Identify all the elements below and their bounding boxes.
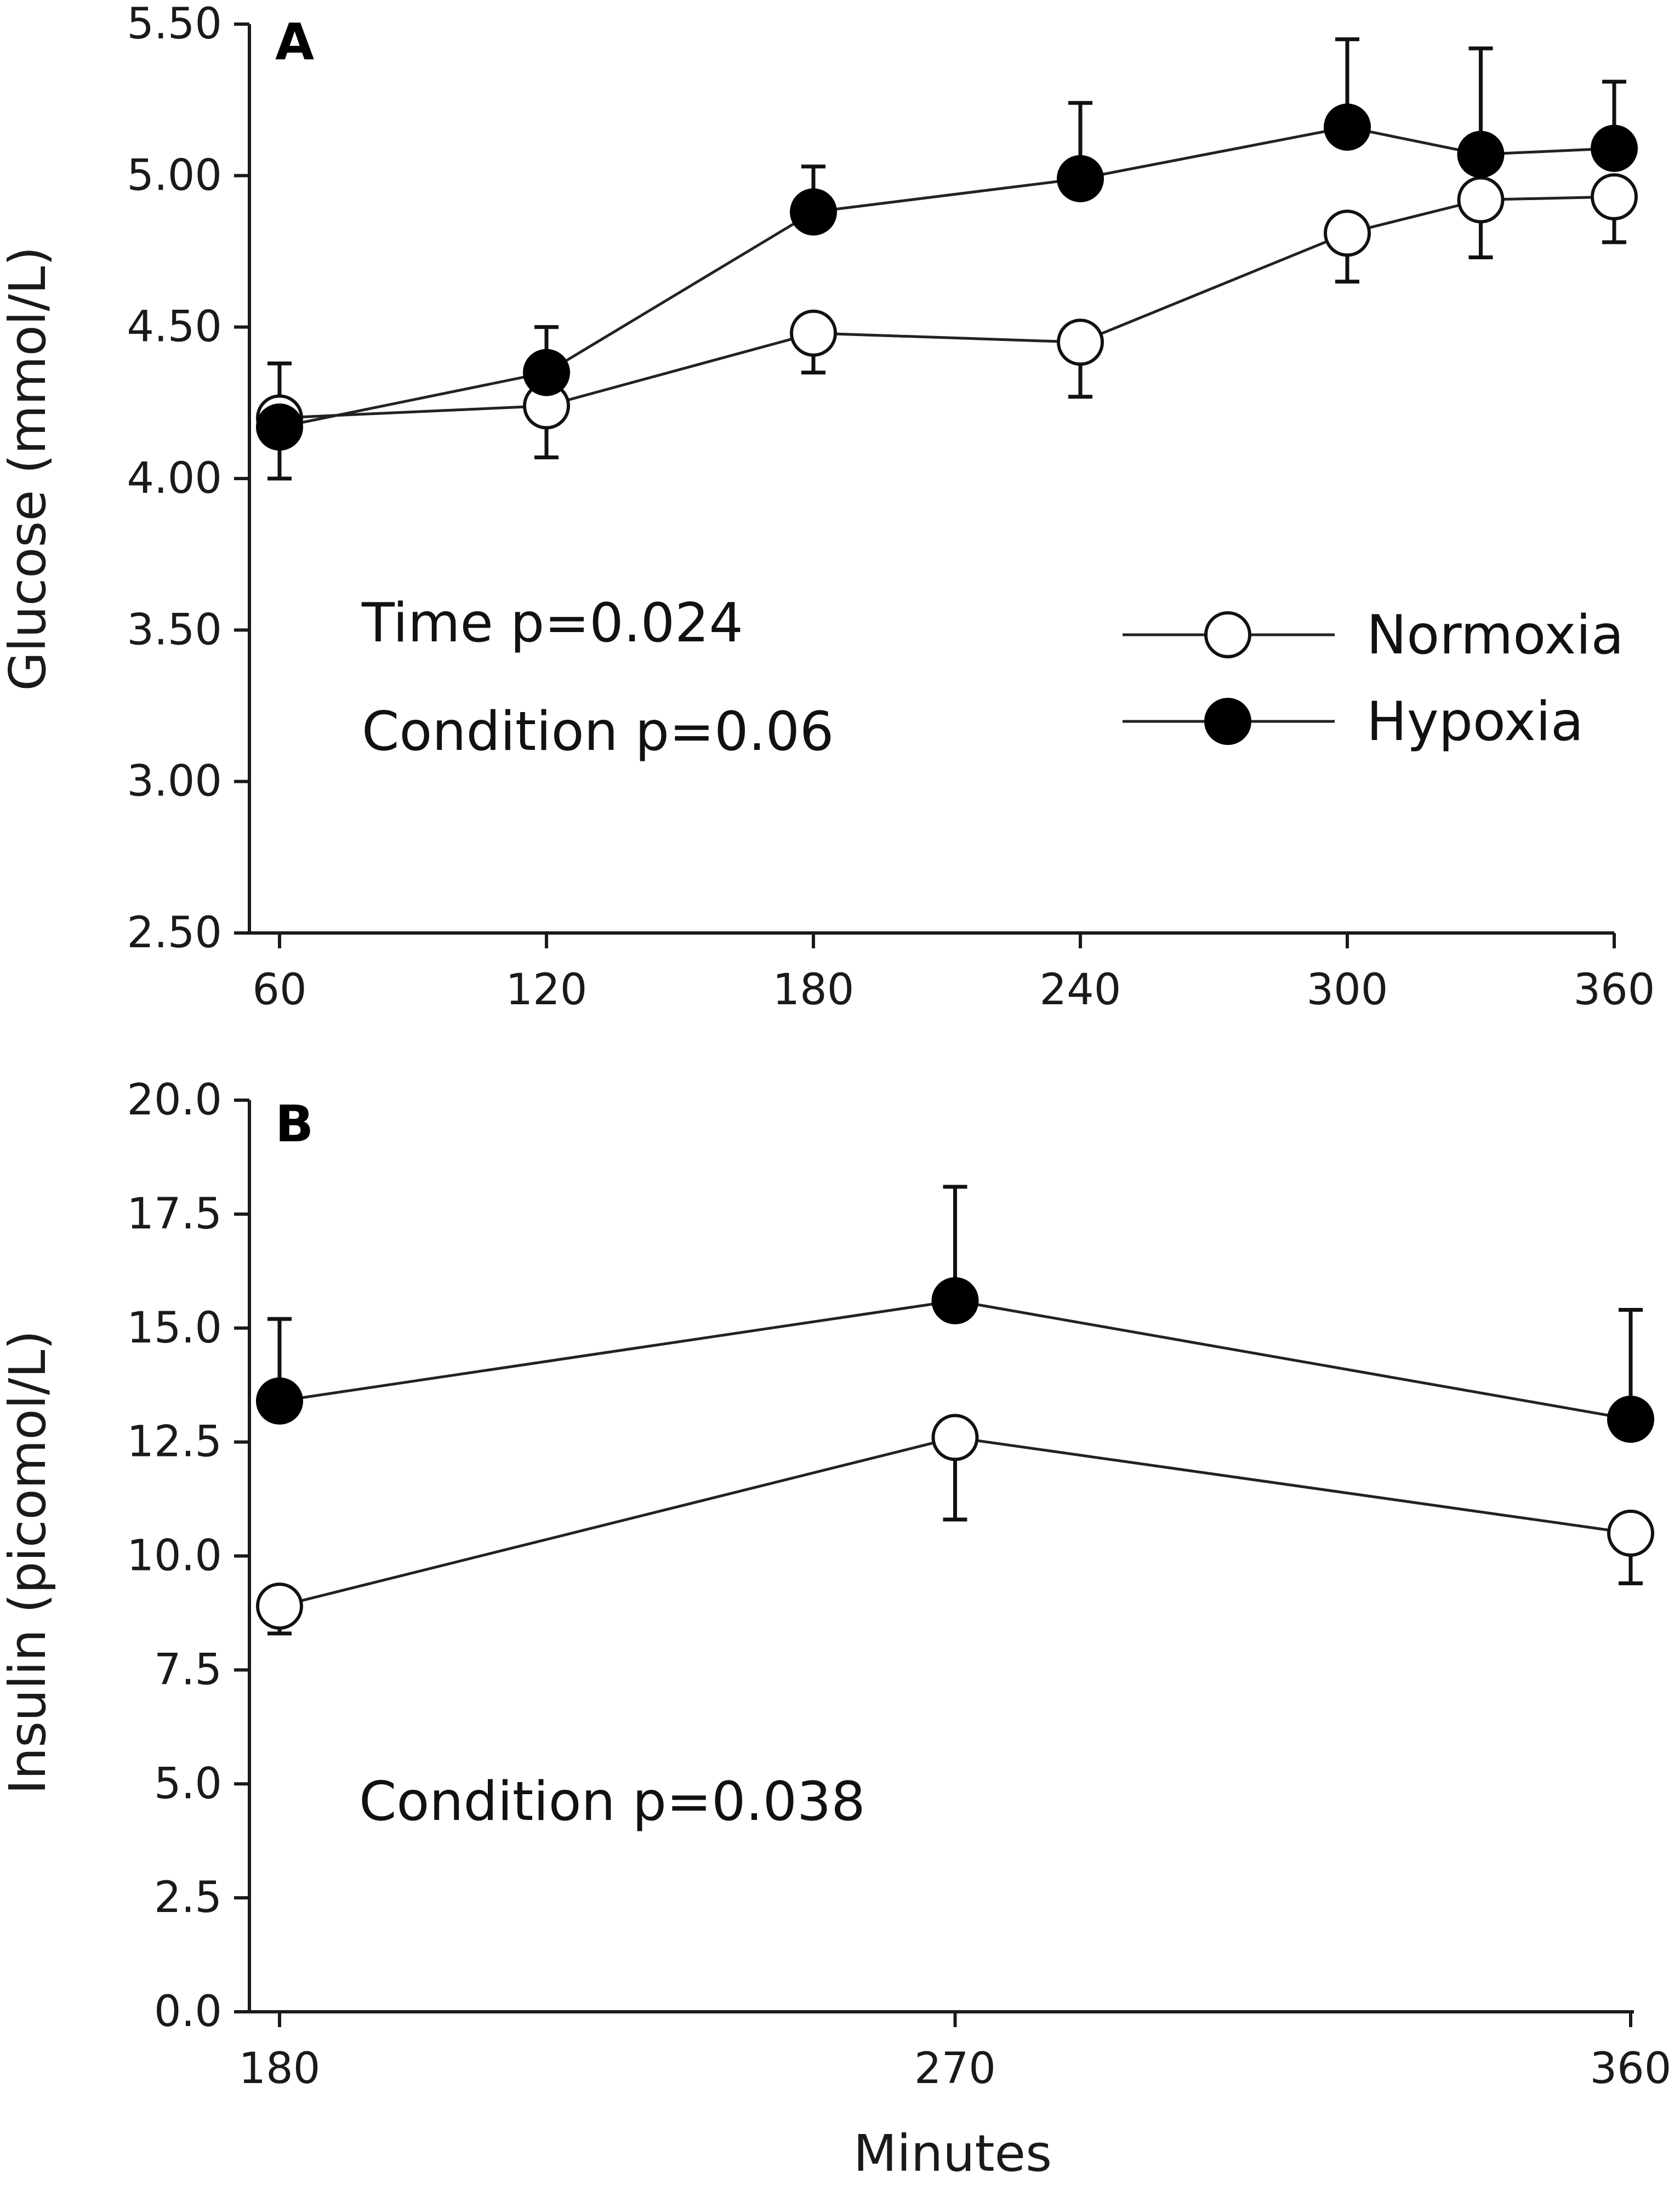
- y-tick-label: 15.0: [127, 1304, 222, 1353]
- x-tick-label: 360: [1590, 2044, 1672, 2093]
- panel-a-points: [256, 103, 1638, 451]
- panel-a-annotation-condition: Condition p=0.06: [362, 701, 834, 763]
- data-point-normoxia: [1607, 1509, 1654, 1557]
- y-tick-label: 4.50: [127, 303, 222, 352]
- x-tick-label: 60: [252, 965, 306, 1015]
- x-tick-label: 180: [239, 2044, 321, 2093]
- y-tick-label: 3.50: [127, 605, 222, 655]
- legend-hypoxia-marker: [1204, 698, 1251, 745]
- data-point-hypoxia: [1457, 130, 1505, 178]
- legend-hypoxia-label: Hypoxia: [1366, 691, 1584, 753]
- y-tick-label: 10.0: [127, 1532, 222, 1581]
- data-point-hypoxia: [523, 349, 570, 396]
- y-tick-label: 5.0: [154, 1759, 222, 1808]
- panel-b-letter: B: [275, 1095, 314, 1153]
- y-tick-label: 3.00: [127, 757, 222, 806]
- panel-b-points: [256, 1277, 1654, 1630]
- data-point-normoxia: [931, 1414, 979, 1461]
- legend: Normoxia Hypoxia: [1123, 604, 1624, 753]
- panel-b-x-axis-label: Minutes: [853, 2124, 1052, 2183]
- panel-a-letter: A: [275, 13, 314, 71]
- y-tick-label: 2.50: [127, 908, 222, 958]
- data-point-hypoxia: [1591, 124, 1638, 172]
- y-tick-label: 5.00: [127, 151, 222, 200]
- panel-b-ticks: 0.0 2.5 5.0 7.5 10.0 12.5 15.0 17.5 20.0 180 270 36…: [127, 1076, 1671, 2093]
- legend-item-hypoxia: Hypoxia: [1123, 691, 1584, 753]
- data-point-hypoxia: [1324, 103, 1371, 151]
- x-tick-label: 240: [1040, 965, 1121, 1015]
- data-point-normoxia: [1591, 173, 1638, 221]
- x-tick-label: 180: [773, 965, 855, 1015]
- panel-a: A Glucose (mmol/L) 2.50 3.00 3.50 4.00 4.50 5…: [0, 0, 1655, 1015]
- x-tick-label: 120: [506, 965, 588, 1015]
- y-tick-label: 12.5: [127, 1418, 222, 1467]
- panel-a-series-lines: [279, 126, 1615, 429]
- data-point-normoxia: [1457, 176, 1505, 224]
- y-tick-label: 5.50: [127, 0, 222, 49]
- x-tick-label: 300: [1307, 965, 1388, 1015]
- data-point-hypoxia: [256, 403, 303, 451]
- y-tick-label: 17.5: [127, 1190, 222, 1239]
- panel-a-error-bars: [267, 37, 1626, 481]
- panel-b-annotation-condition: Condition p=0.038: [359, 1771, 865, 1833]
- data-point-hypoxia: [931, 1277, 979, 1324]
- y-tick-label: 4.00: [127, 454, 222, 503]
- data-point-normoxia: [790, 309, 837, 357]
- panel-b-error-bars: [267, 1185, 1643, 1636]
- y-tick-label: 2.5: [154, 1873, 222, 1922]
- data-point-hypoxia: [1057, 155, 1104, 202]
- panel-b: B Insulin (picomol/L) 0.0 2.5 5.0 7.5 10.0 12…: [0, 1076, 1671, 2183]
- panel-a-y-axis-label: Glucose (mmol/L): [0, 247, 57, 691]
- data-point-hypoxia: [790, 188, 837, 236]
- data-point-hypoxia: [1607, 1396, 1654, 1443]
- y-tick-label: 20.0: [127, 1076, 222, 1125]
- legend-item-normoxia: Normoxia: [1123, 604, 1624, 667]
- y-tick-label: 7.5: [154, 1645, 222, 1694]
- panel-b-y-axis-label: Insulin (picomol/L): [0, 1330, 57, 1795]
- data-point-hypoxia: [256, 1377, 303, 1425]
- legend-normoxia-label: Normoxia: [1366, 604, 1624, 667]
- panel-a-annotation-time: Time p=0.024: [361, 592, 743, 655]
- data-point-normoxia: [1057, 318, 1104, 366]
- x-tick-label: 270: [914, 2044, 996, 2093]
- series-line-hypoxia: [279, 126, 1615, 429]
- y-tick-label: 0.0: [154, 1987, 222, 2036]
- data-point-normoxia: [1324, 209, 1371, 257]
- x-tick-label: 360: [1574, 965, 1655, 1015]
- legend-normoxia-marker: [1204, 611, 1251, 658]
- data-point-normoxia: [256, 1582, 303, 1630]
- panel-a-ticks: 2.50 3.00 3.50 4.00 4.50 5.00 5.50 60 120 180 240 3…: [127, 0, 1655, 1015]
